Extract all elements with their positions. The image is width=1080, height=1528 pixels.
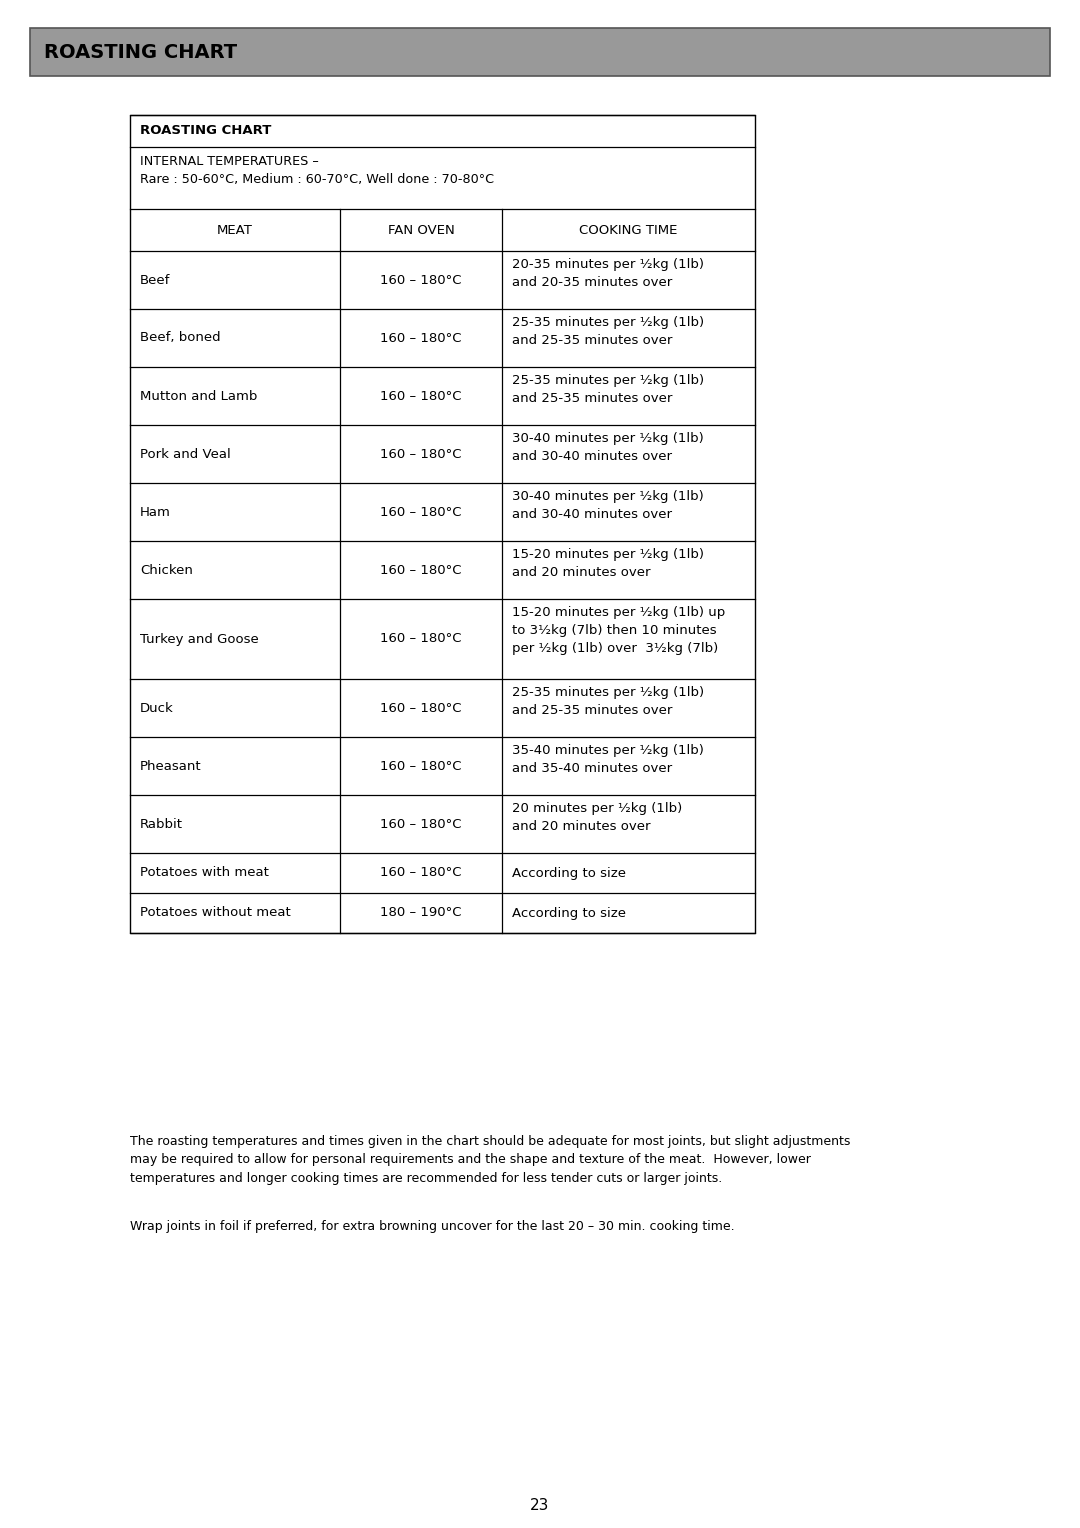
Text: 160 – 180°C: 160 – 180°C bbox=[380, 633, 462, 645]
Text: The roasting temperatures and times given in the chart should be adequate for mo: The roasting temperatures and times give… bbox=[130, 1135, 850, 1186]
Text: Pheasant: Pheasant bbox=[140, 759, 202, 773]
Text: 160 – 180°C: 160 – 180°C bbox=[380, 332, 462, 344]
Bar bbox=[30, 28, 1050, 76]
Text: 160 – 180°C: 160 – 180°C bbox=[380, 390, 462, 402]
Text: FAN OVEN: FAN OVEN bbox=[388, 223, 455, 237]
Text: 160 – 180°C: 160 – 180°C bbox=[380, 564, 462, 576]
Text: 160 – 180°C: 160 – 180°C bbox=[380, 506, 462, 518]
Text: 30-40 minutes per ½kg (1lb)
and 30-40 minutes over: 30-40 minutes per ½kg (1lb) and 30-40 mi… bbox=[512, 432, 704, 463]
Text: MEAT: MEAT bbox=[217, 223, 253, 237]
Text: Pork and Veal: Pork and Veal bbox=[140, 448, 231, 460]
Text: ROASTING CHART: ROASTING CHART bbox=[140, 124, 271, 138]
Text: 15-20 minutes per ½kg (1lb)
and 20 minutes over: 15-20 minutes per ½kg (1lb) and 20 minut… bbox=[512, 549, 704, 579]
Text: 160 – 180°C: 160 – 180°C bbox=[380, 448, 462, 460]
Text: 23: 23 bbox=[530, 1497, 550, 1513]
Text: Ham: Ham bbox=[140, 506, 171, 518]
Text: 20-35 minutes per ½kg (1lb)
and 20-35 minutes over: 20-35 minutes per ½kg (1lb) and 20-35 mi… bbox=[512, 258, 704, 289]
Text: According to size: According to size bbox=[512, 906, 626, 920]
Text: 160 – 180°C: 160 – 180°C bbox=[380, 817, 462, 831]
Text: 20 minutes per ½kg (1lb)
and 20 minutes over: 20 minutes per ½kg (1lb) and 20 minutes … bbox=[512, 802, 683, 833]
Text: 160 – 180°C: 160 – 180°C bbox=[380, 866, 462, 880]
Text: Wrap joints in foil if preferred, for extra browning uncover for the last 20 – 3: Wrap joints in foil if preferred, for ex… bbox=[130, 1219, 734, 1233]
Text: 160 – 180°C: 160 – 180°C bbox=[380, 701, 462, 715]
Text: 35-40 minutes per ½kg (1lb)
and 35-40 minutes over: 35-40 minutes per ½kg (1lb) and 35-40 mi… bbox=[512, 744, 704, 775]
Text: 180 – 190°C: 180 – 190°C bbox=[380, 906, 462, 920]
Text: 160 – 180°C: 160 – 180°C bbox=[380, 759, 462, 773]
Text: INTERNAL TEMPERATURES –
Rare : 50-60°C, Medium : 60-70°C, Well done : 70-80°C: INTERNAL TEMPERATURES – Rare : 50-60°C, … bbox=[140, 154, 495, 186]
Text: 25-35 minutes per ½kg (1lb)
and 25-35 minutes over: 25-35 minutes per ½kg (1lb) and 25-35 mi… bbox=[512, 316, 704, 347]
Text: 160 – 180°C: 160 – 180°C bbox=[380, 274, 462, 287]
Bar bbox=[130, 115, 755, 934]
Text: According to size: According to size bbox=[512, 866, 626, 880]
Text: Beef, boned: Beef, boned bbox=[140, 332, 220, 344]
Text: Beef: Beef bbox=[140, 274, 171, 287]
Text: 15-20 minutes per ½kg (1lb) up
to 3½kg (7lb) then 10 minutes
per ½kg (1lb) over : 15-20 minutes per ½kg (1lb) up to 3½kg (… bbox=[512, 607, 726, 656]
Text: Potatoes with meat: Potatoes with meat bbox=[140, 866, 269, 880]
Text: Turkey and Goose: Turkey and Goose bbox=[140, 633, 259, 645]
Text: COOKING TIME: COOKING TIME bbox=[579, 223, 677, 237]
Text: Mutton and Lamb: Mutton and Lamb bbox=[140, 390, 257, 402]
Text: ROASTING CHART: ROASTING CHART bbox=[44, 43, 238, 61]
Text: 25-35 minutes per ½kg (1lb)
and 25-35 minutes over: 25-35 minutes per ½kg (1lb) and 25-35 mi… bbox=[512, 374, 704, 405]
Text: 30-40 minutes per ½kg (1lb)
and 30-40 minutes over: 30-40 minutes per ½kg (1lb) and 30-40 mi… bbox=[512, 490, 704, 521]
Text: Duck: Duck bbox=[140, 701, 174, 715]
Text: Chicken: Chicken bbox=[140, 564, 193, 576]
Text: Rabbit: Rabbit bbox=[140, 817, 183, 831]
Text: 25-35 minutes per ½kg (1lb)
and 25-35 minutes over: 25-35 minutes per ½kg (1lb) and 25-35 mi… bbox=[512, 686, 704, 717]
Text: Potatoes without meat: Potatoes without meat bbox=[140, 906, 291, 920]
